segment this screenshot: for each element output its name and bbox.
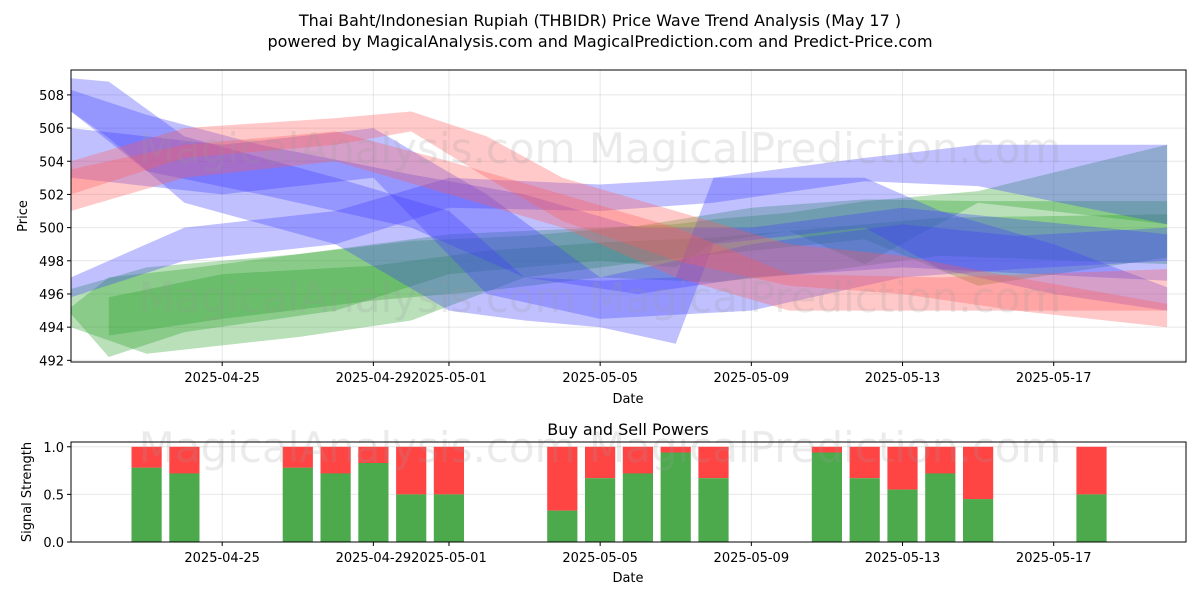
buy-sell-bars: [131, 446, 1107, 542]
sell-power-bar: [282, 446, 313, 468]
buy-power-bar: [358, 463, 389, 542]
buy-power-bar: [131, 467, 162, 542]
blue-wave-band-6: [71, 89, 1168, 295]
signal-x-tick-label: 2025-05-17: [1016, 551, 1092, 566]
sell-power-bar: [547, 446, 578, 511]
price-x-tick-label: 2025-04-25: [184, 371, 260, 386]
price-y-tick-label: 506: [39, 122, 64, 137]
price-x-tick-label: 2025-05-17: [1016, 371, 1092, 386]
price-x-tick-label: 2025-04-29: [336, 371, 412, 386]
sell-power-bar: [849, 446, 880, 479]
blue-wave-band-3: [71, 144, 1168, 298]
signal-panel-title: Buy and Sell Powers: [547, 420, 709, 439]
signal-x-tick-label: 2025-04-25: [184, 551, 260, 566]
signal-x-axis-label: Date: [612, 571, 643, 586]
sell-power-bar: [811, 446, 842, 453]
price-panel: MagicalAnalysis.com MagicalPrediction.co…: [16, 69, 1187, 407]
price-y-tick-label: 504: [39, 155, 64, 170]
buy-power-bar: [925, 473, 956, 542]
signal-panel: Buy and Sell Powers MagicalAnalysis.com …: [20, 420, 1187, 586]
green-wave-band-0: [71, 144, 1168, 357]
signal-plot-frame: [70, 441, 1187, 543]
signal-x-tick-label: 2025-05-01: [411, 551, 487, 566]
green-wave-band-1: [71, 199, 1168, 354]
buy-power-bar: [1076, 494, 1107, 542]
price-y-tick-label: 502: [39, 188, 64, 203]
price-y-tick-label: 494: [39, 321, 64, 336]
price-y-tick-label: 492: [39, 354, 64, 369]
price-y-tick-label: 498: [39, 255, 64, 270]
chart-title: Thai Baht/Indonesian Rupiah (THBIDR) Pri…: [298, 11, 901, 30]
price-x-tick-label: 2025-05-09: [714, 371, 790, 386]
price-y-axis-label: Price: [16, 200, 31, 232]
signal-y-tick-label: 0.5: [43, 488, 64, 503]
watermark-top: MagicalAnalysis.com MagicalPrediction.co…: [139, 124, 1062, 173]
red-wave-band-7: [71, 111, 1168, 328]
buy-power-bar: [849, 478, 880, 542]
red-wave-band-8: [71, 131, 1168, 311]
price-x-tick-label: 2025-05-05: [562, 371, 638, 386]
sell-power-bar: [1076, 446, 1107, 495]
signal-y-axis-label: Signal Strength: [20, 442, 35, 542]
buy-power-bar: [282, 467, 313, 542]
sell-power-bar: [169, 446, 200, 474]
sell-power-bar: [396, 446, 427, 495]
sell-power-bar: [698, 446, 729, 479]
price-wave-bands: [71, 78, 1168, 357]
price-y-tick-label: 500: [39, 222, 64, 237]
signal-x-tick-label: 2025-05-13: [865, 551, 941, 566]
sell-power-bar: [963, 446, 994, 500]
sell-power-bar: [433, 446, 464, 495]
signal-x-tick-label: 2025-04-29: [336, 551, 412, 566]
buy-power-bar: [585, 478, 616, 542]
buy-power-bar: [396, 494, 427, 542]
chart-subtitle: powered by MagicalAnalysis.com and Magic…: [267, 32, 932, 51]
buy-power-bar: [698, 478, 729, 542]
price-plot-frame: [70, 69, 1187, 363]
green-wave-band-2: [108, 214, 1168, 336]
buy-power-bar: [887, 489, 918, 542]
buy-power-bar: [547, 510, 578, 542]
price-x-axis-label: Date: [612, 392, 643, 407]
buy-power-bar: [320, 473, 351, 542]
buy-power-bar: [169, 473, 200, 542]
blue-wave-band-4: [71, 78, 1168, 344]
sell-power-bar: [131, 446, 162, 468]
sell-power-bar: [622, 446, 653, 474]
blue-wave-band-5: [71, 128, 1168, 319]
sell-power-bar: [925, 446, 956, 474]
signal-y-tick-label: 1.0: [43, 441, 64, 456]
signal-y-tick-label: 0.0: [43, 536, 64, 551]
buy-power-bar: [963, 499, 994, 542]
buy-power-bar: [433, 494, 464, 542]
price-x-tick-label: 2025-05-01: [411, 371, 487, 386]
buy-power-bar: [660, 452, 691, 542]
sell-power-bar: [358, 446, 389, 463]
sell-power-bar: [585, 446, 616, 479]
signal-x-tick-label: 2025-05-05: [562, 551, 638, 566]
price-y-tick-label: 496: [39, 288, 64, 303]
sell-power-bar: [660, 446, 691, 453]
price-x-tick-label: 2025-05-13: [865, 371, 941, 386]
buy-power-bar: [811, 452, 842, 542]
signal-x-tick-label: 2025-05-09: [714, 551, 790, 566]
watermark-mid: MagicalAnalysis.com MagicalPrediction.co…: [139, 273, 1062, 322]
price-y-tick-label: 508: [39, 89, 64, 104]
sell-power-bar: [887, 446, 918, 490]
watermark-bottom: MagicalAnalysis.com MagicalPrediction.co…: [139, 423, 1062, 472]
sell-power-bar: [320, 446, 351, 474]
buy-power-bar: [622, 473, 653, 542]
